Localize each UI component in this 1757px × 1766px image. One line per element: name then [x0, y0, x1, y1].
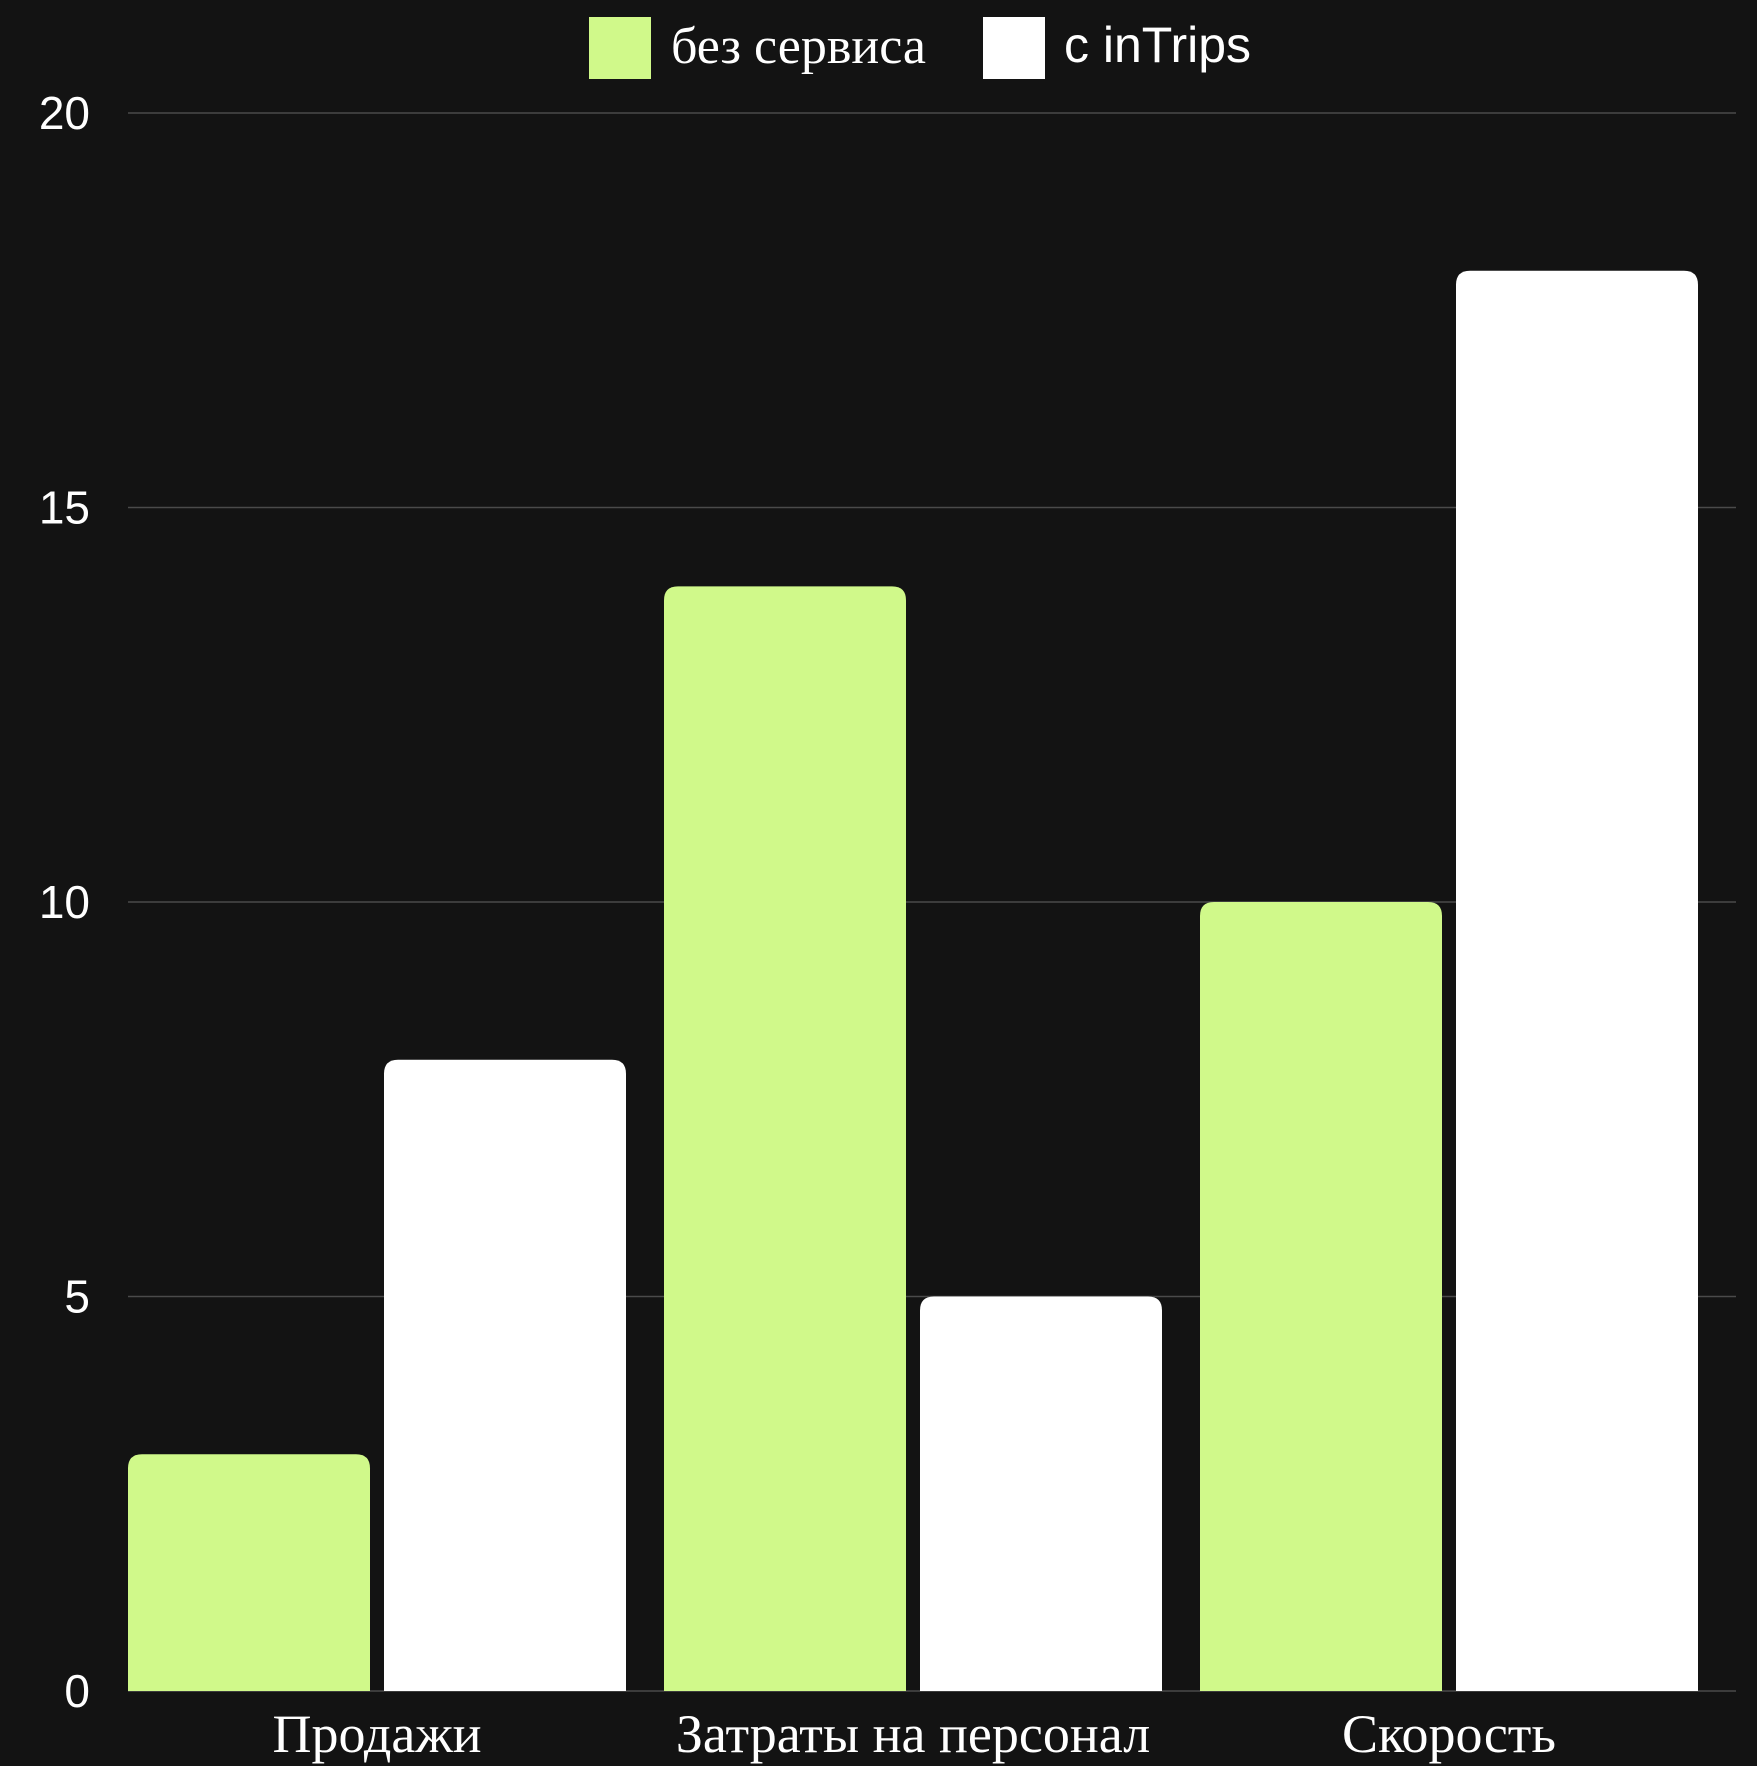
x-tick-label: Продажи	[272, 1704, 481, 1764]
x-tick-label: Скорость	[1342, 1704, 1556, 1764]
y-tick-label: 0	[64, 1665, 90, 1717]
bar	[1200, 902, 1442, 1691]
y-tick-label: 15	[39, 482, 90, 534]
legend-swatch-s-intrips	[983, 17, 1045, 79]
legend-label-bez-servisa: без сервиса	[671, 18, 926, 75]
legend: без сервиса с inTrips	[589, 17, 1251, 79]
bars	[128, 270, 1698, 1691]
bar	[664, 586, 906, 1691]
bar	[128, 1454, 370, 1691]
bar	[920, 1296, 1162, 1691]
x-tick-label: Затраты на персонал	[676, 1704, 1150, 1764]
y-axis-ticks: 0 5 10 15 20	[39, 87, 90, 1717]
bar	[384, 1059, 626, 1691]
y-tick-label: 5	[64, 1271, 90, 1323]
bar	[1456, 270, 1698, 1691]
y-tick-label: 20	[39, 87, 90, 139]
x-axis-ticks: Продажи Затраты на персонал Скорость	[272, 1704, 1556, 1764]
legend-swatch-bez-servisa	[589, 17, 651, 79]
legend-label-s-intrips: с inTrips	[1064, 17, 1251, 73]
y-tick-label: 10	[39, 876, 90, 928]
